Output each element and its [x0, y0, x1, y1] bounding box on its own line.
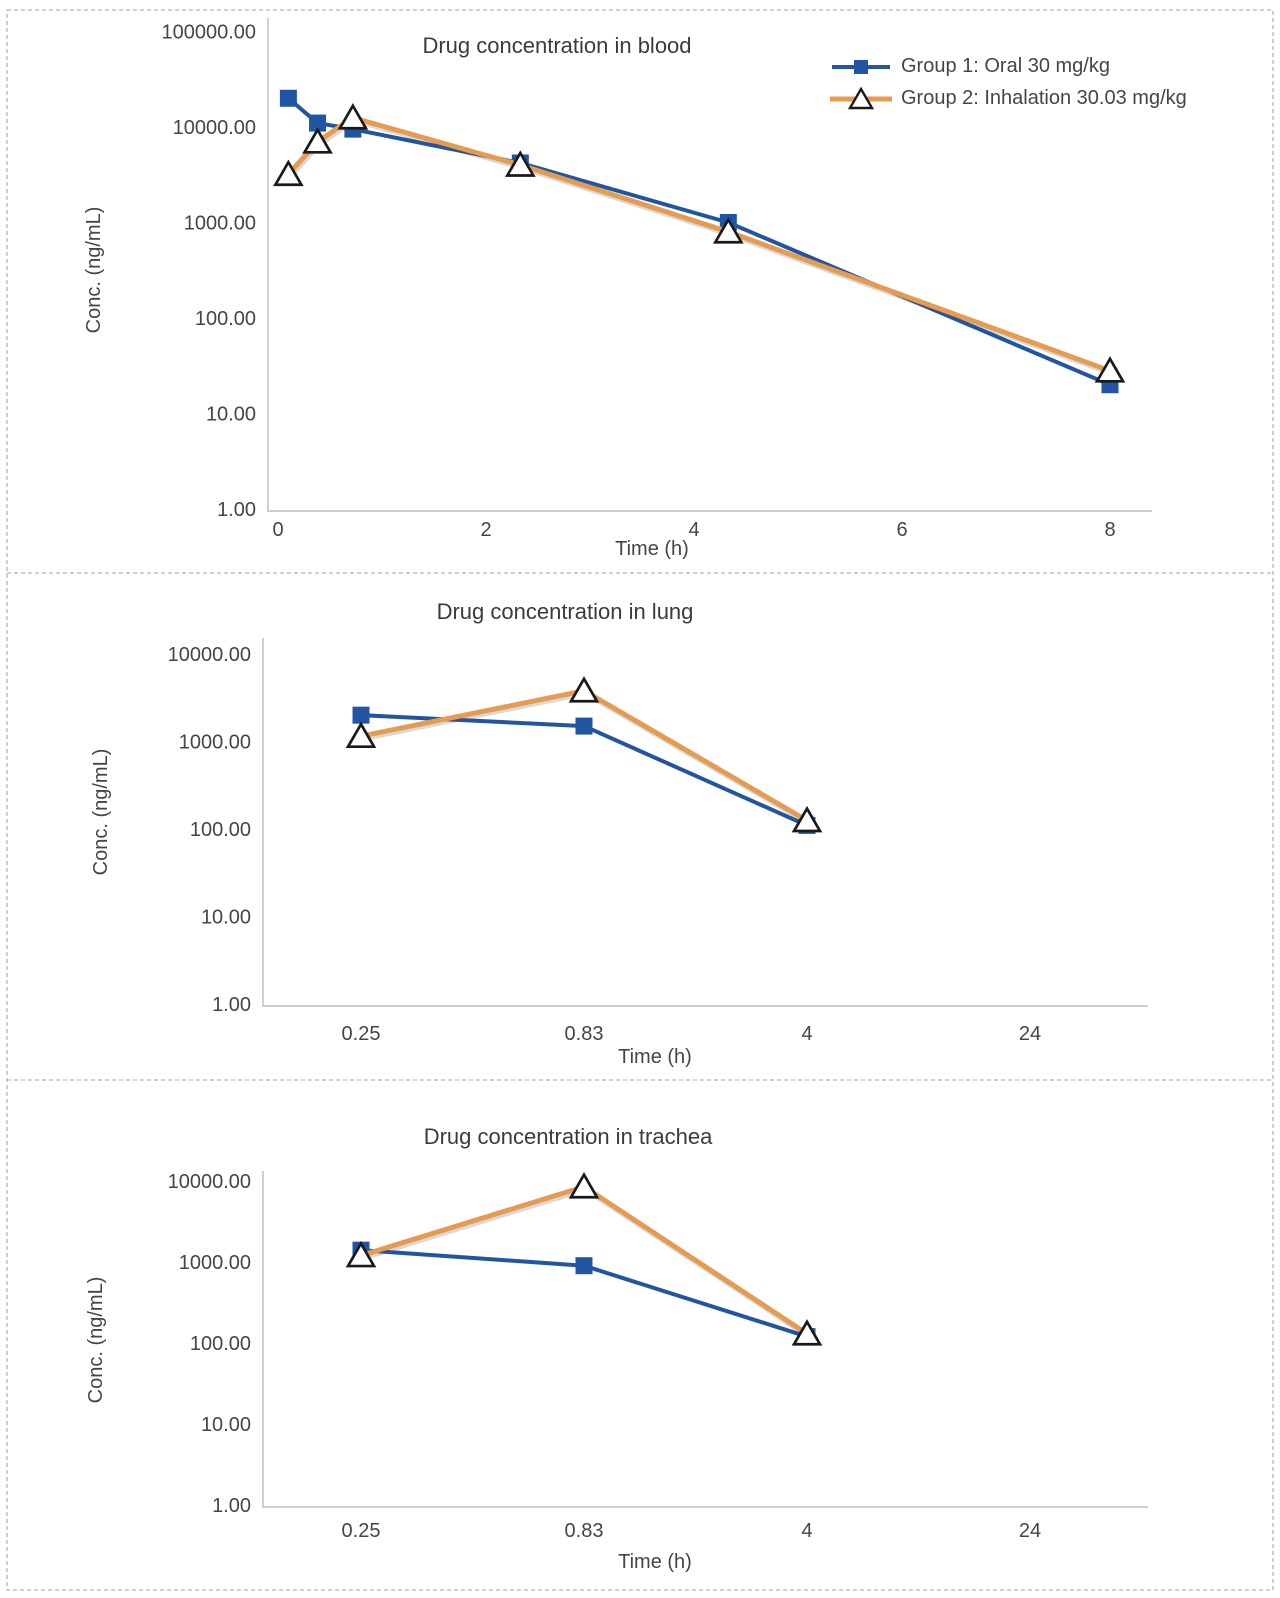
- chart-title-lung: Drug concentration in lung: [436, 599, 694, 624]
- blood-y-tick-label: 100.00: [195, 308, 256, 330]
- blood-series-line: [287, 96, 1111, 387]
- trachea-x-tick-label: 4: [801, 1520, 812, 1542]
- blood-x-tick-label: 8: [1104, 519, 1115, 541]
- blood-x-tick-label: 0: [272, 519, 283, 541]
- trachea-data-point-triangle: [791, 1319, 823, 1346]
- lung-series-line: [360, 688, 809, 823]
- panel-border: [6, 9, 1274, 1591]
- blood-data-point-triangle: [504, 150, 536, 177]
- y-axis-title-trachea: Conc. (ng/mL): [85, 1276, 107, 1404]
- lung-y-tick-label: 1.00: [212, 994, 251, 1016]
- lung-y-tick-label: 1000.00: [179, 732, 251, 754]
- lung-data-point-triangle: [345, 721, 377, 749]
- blood-data-point-triangle: [337, 103, 369, 130]
- lung-y-tick-label: 10.00: [201, 907, 251, 929]
- lung-data-point-square: [352, 706, 370, 724]
- blood-axis-lines: [267, 18, 1152, 512]
- blood-y-tick-label: 10000.00: [173, 117, 256, 139]
- blood-data-point-triangle: [712, 217, 744, 244]
- lung-axis-lines: [262, 638, 1148, 1007]
- trachea-data-point-square: [575, 1257, 593, 1275]
- lung-data-point-triangle: [791, 805, 823, 833]
- trachea-y-tick-label: 10000.00: [168, 1171, 251, 1193]
- blood-data-point-square: [279, 89, 297, 107]
- legend-label-group1: Group 1: Oral 30 mg/kg: [901, 55, 1110, 77]
- blood-y-tick-label: 10.00: [206, 404, 256, 426]
- trachea-y-tick-label: 1000.00: [179, 1252, 251, 1274]
- blood-x-tick-label: 2: [480, 519, 491, 541]
- lung-x-tick-label: 0.83: [565, 1023, 604, 1045]
- lung-y-tick-label: 100.00: [190, 819, 251, 841]
- trachea-data-point-triangle: [568, 1172, 600, 1199]
- lung-x-tick-label: 0.25: [342, 1023, 381, 1045]
- lung-data-point-square: [575, 717, 593, 735]
- trachea-x-tick-label: 0.25: [342, 1520, 381, 1542]
- lung-y-tick-label: 10000.00: [168, 644, 251, 666]
- blood-x-tick-label: 4: [688, 519, 699, 541]
- lung-series-shadow: [361, 690, 810, 826]
- legend-square-marker-icon: [832, 59, 890, 74]
- x-axis-title-lung: Time (h): [618, 1046, 692, 1068]
- blood-y-tick-label: 1.00: [217, 499, 256, 521]
- blood-y-tick-label: 1000.00: [184, 213, 256, 235]
- blood-y-tick-label: 100000.00: [161, 22, 256, 44]
- legend: Group 1: Oral 30 mg/kg Group 2: Inhalati…: [830, 52, 1187, 113]
- blood-data-point-square: [309, 114, 327, 132]
- blood-series-shadow: [287, 117, 1113, 376]
- lung-x-tick-label: 4: [801, 1023, 812, 1045]
- trachea-y-tick-label: 1.00: [212, 1495, 251, 1517]
- lung-x-tick-label: 24: [1019, 1023, 1041, 1045]
- blood-data-point-triangle: [273, 159, 304, 187]
- y-axis-title-blood: Conc. (ng/mL): [83, 206, 105, 334]
- y-axis-title-lung: Conc. (ng/mL): [90, 748, 112, 876]
- legend-triangle-marker-icon: [830, 86, 892, 109]
- blood-data-point-triangle: [302, 127, 333, 154]
- trachea-y-tick-label: 100.00: [190, 1333, 251, 1355]
- trachea-x-tick-label: 24: [1019, 1520, 1041, 1542]
- trachea-x-tick-label: 0.83: [565, 1520, 604, 1542]
- legend-item-group2: Group 2: Inhalation 30.03 mg/kg: [830, 84, 1187, 113]
- trachea-y-tick-label: 10.00: [201, 1414, 251, 1436]
- lung-data-point-triangle: [568, 676, 600, 703]
- blood-x-tick-label: 6: [896, 519, 907, 541]
- legend-label-group2: Group 2: Inhalation 30.03 mg/kg: [901, 87, 1187, 109]
- trachea-axis-lines: [262, 1171, 1148, 1508]
- trachea-data-point-triangle: [345, 1240, 377, 1268]
- chart-title-trachea: Drug concentration in trachea: [423, 1124, 713, 1149]
- x-axis-title-trachea: Time (h): [618, 1551, 692, 1573]
- legend-item-group1: Group 1: Oral 30 mg/kg: [830, 52, 1187, 81]
- chart-title-blood: Drug concentration in blood: [422, 33, 692, 58]
- blood-data-point-triangle: [1094, 356, 1126, 383]
- x-axis-title-blood: Time (h): [615, 538, 689, 560]
